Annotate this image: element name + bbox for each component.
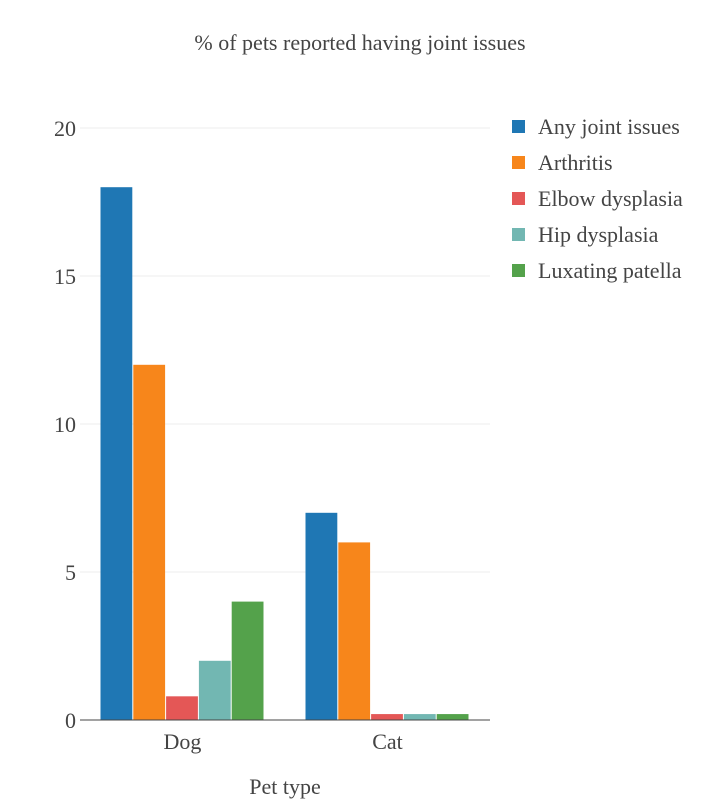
bar (198, 660, 231, 720)
bar (100, 187, 133, 720)
legend-label: Arthritis (538, 150, 613, 175)
legend-item[interactable]: Arthritis (512, 150, 613, 175)
y-tick-label: 0 (65, 708, 76, 733)
legend-item[interactable]: Luxating patella (512, 258, 682, 283)
x-tick-label: Cat (372, 729, 403, 754)
bars (100, 187, 469, 720)
legend-swatch (512, 264, 525, 277)
y-tick-label: 5 (65, 560, 76, 585)
x-tick-label: Dog (164, 729, 202, 754)
bar (436, 714, 469, 720)
bar (231, 601, 264, 720)
y-tick-label: 20 (54, 116, 76, 141)
bar (371, 714, 403, 720)
legend-item[interactable]: Elbow dysplasia (512, 186, 683, 211)
legend-label: Any joint issues (538, 114, 680, 139)
bar (338, 542, 371, 720)
legend-swatch (512, 228, 525, 241)
legend-label: Luxating patella (538, 258, 682, 283)
y-tick-labels: 0 5 10 15 20 (54, 116, 76, 733)
legend-swatch (512, 120, 525, 133)
bar (133, 364, 166, 720)
y-tick-label: 15 (54, 264, 76, 289)
legend-swatch (512, 156, 525, 169)
bar (403, 714, 436, 720)
x-axis-label: Pet type (249, 774, 321, 799)
legend-label: Elbow dysplasia (538, 186, 683, 211)
legend-item[interactable]: Any joint issues (512, 114, 680, 139)
x-tick-labels: Dog Cat (164, 729, 403, 754)
bar (166, 696, 198, 720)
legend-item[interactable]: Hip dysplasia (512, 222, 659, 247)
legend-label: Hip dysplasia (538, 222, 659, 247)
y-tick-label: 10 (54, 412, 76, 437)
chart-title: % of pets reported having joint issues (194, 30, 525, 55)
bar (305, 512, 338, 720)
legend-swatch (512, 192, 525, 205)
legend: Any joint issues Arthritis Elbow dysplasia… (512, 114, 683, 283)
